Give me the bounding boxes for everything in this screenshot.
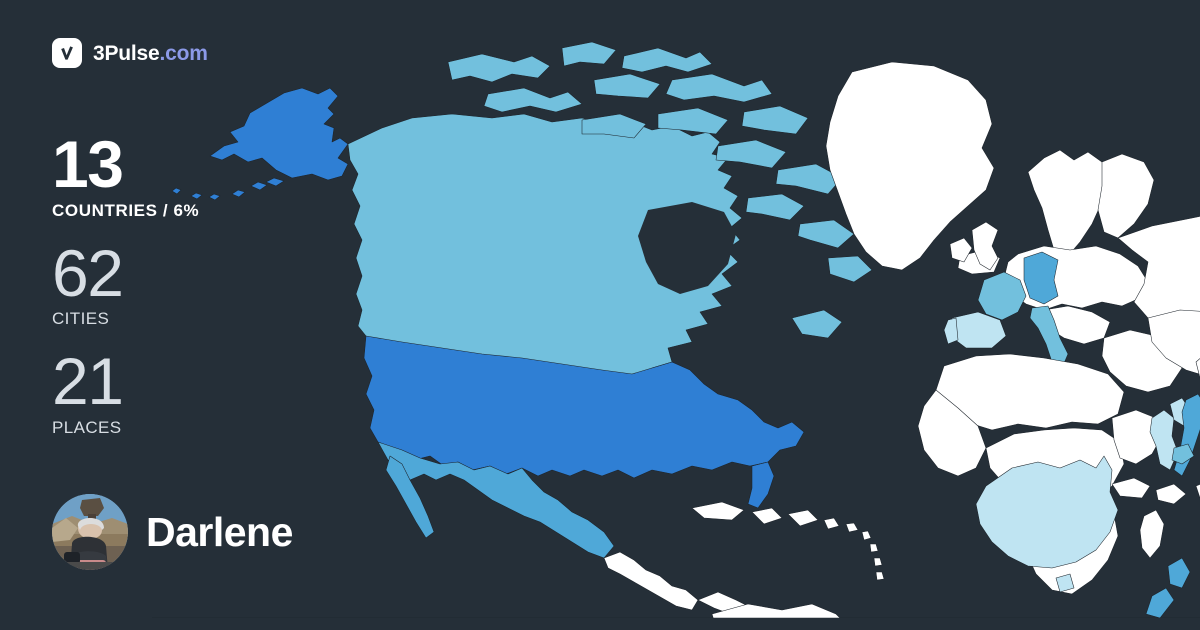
- stat-countries-label: COUNTRIES / 6%: [52, 200, 200, 220]
- country-germany: [1023, 251, 1059, 305]
- stat-cities: 62 CITIES: [52, 235, 322, 330]
- stat-countries-value: 13: [52, 127, 124, 201]
- info-overlay: 3Pulse.com 13 COUNTRIES / 6% 62 CITIES 2…: [0, 0, 340, 630]
- region-east-africa: [1111, 409, 1163, 465]
- country-australia-tasmania: [1055, 573, 1075, 593]
- country-finland-russia-nw: [1097, 153, 1155, 239]
- region-caribbean: [691, 501, 885, 581]
- country-venezuela-colombia: [711, 603, 841, 618]
- region-scandinavia: [1027, 149, 1111, 257]
- country-ireland: [949, 237, 973, 263]
- region-west-africa: [917, 389, 987, 477]
- stats-list: 13 COUNTRIES / 6% 62 CITIES 21 PLACES: [52, 127, 322, 438]
- brand-tld: .com: [159, 41, 208, 65]
- country-canada: [347, 113, 743, 401]
- stat-places: 21 PLACES: [52, 349, 322, 438]
- world-map-svg: [152, 41, 1200, 618]
- user-name: Darlene: [146, 508, 293, 555]
- brand-name: 3Pulse: [93, 41, 160, 65]
- country-portugal: [943, 317, 959, 345]
- stat-cities-label: CITIES: [52, 309, 110, 329]
- avatar: [52, 494, 128, 570]
- stat-countries: 13 COUNTRIES / 6%: [52, 127, 322, 221]
- region-central-america: [603, 551, 699, 611]
- user-identity[interactable]: Darlene: [52, 494, 293, 570]
- stat-places-label: PLACES: [52, 418, 122, 438]
- stat-cities-value: 62: [52, 235, 124, 310]
- brand-logo[interactable]: 3Pulse.com: [52, 38, 208, 68]
- stat-places-value: 21: [52, 344, 124, 419]
- canadian-arctic-islands: [447, 41, 873, 283]
- country-greenland: [825, 61, 995, 271]
- aleutian-islands: [171, 177, 285, 201]
- region-east-asia-islands: [1111, 358, 1200, 505]
- country-cambodia: [1171, 443, 1195, 465]
- checkmark-badge-icon: [52, 38, 82, 68]
- country-new-zealand: [1145, 557, 1191, 618]
- country-united-states-florida: [747, 461, 775, 509]
- brand-wordmark: 3Pulse.com: [93, 43, 208, 64]
- country-madagascar: [1139, 509, 1165, 559]
- country-mexico-baja: [385, 455, 435, 539]
- country-united-kingdom: [971, 221, 999, 271]
- hudson-bay: [638, 202, 736, 294]
- country-australia: [975, 455, 1119, 569]
- country-alaska: [209, 87, 349, 181]
- country-france: [977, 271, 1027, 321]
- country-canada-newfoundland: [791, 309, 843, 339]
